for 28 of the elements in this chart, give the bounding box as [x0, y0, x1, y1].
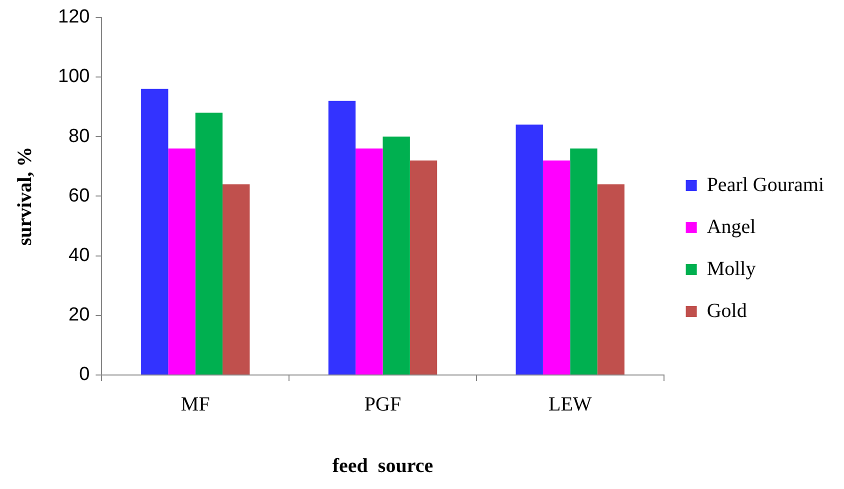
y-tick-label: 40: [68, 245, 90, 266]
legend-label: Angel: [706, 216, 756, 238]
bar: [356, 148, 383, 374]
legend-label: Pearl Gourami: [706, 174, 824, 196]
bar: [410, 160, 438, 374]
x-axis-title: feed source: [332, 455, 434, 478]
y-tick-label: 0: [79, 364, 90, 386]
bar: [570, 148, 598, 374]
legend-label: Gold: [706, 300, 747, 322]
bar: [597, 184, 624, 374]
y-tick-label: 80: [68, 126, 90, 147]
y-tick-label: 100: [58, 66, 90, 88]
bar: [516, 124, 543, 374]
bar: [195, 112, 223, 374]
y-tick-label: 120: [58, 6, 90, 28]
y-tick-label: 60: [68, 185, 90, 206]
bar: [328, 100, 356, 374]
bar: [542, 160, 570, 374]
y-axis-title: survival, %: [14, 146, 36, 246]
bar: [168, 148, 196, 374]
legend-label: Molly: [706, 258, 756, 280]
x-tick-label: LEW: [548, 393, 592, 416]
bar: [141, 88, 168, 374]
x-tick-label: MF: [180, 393, 210, 416]
bar: [222, 184, 250, 374]
y-tick-label: 20: [68, 304, 90, 326]
x-tick-label: PGF: [364, 393, 402, 416]
bar: [382, 136, 410, 374]
